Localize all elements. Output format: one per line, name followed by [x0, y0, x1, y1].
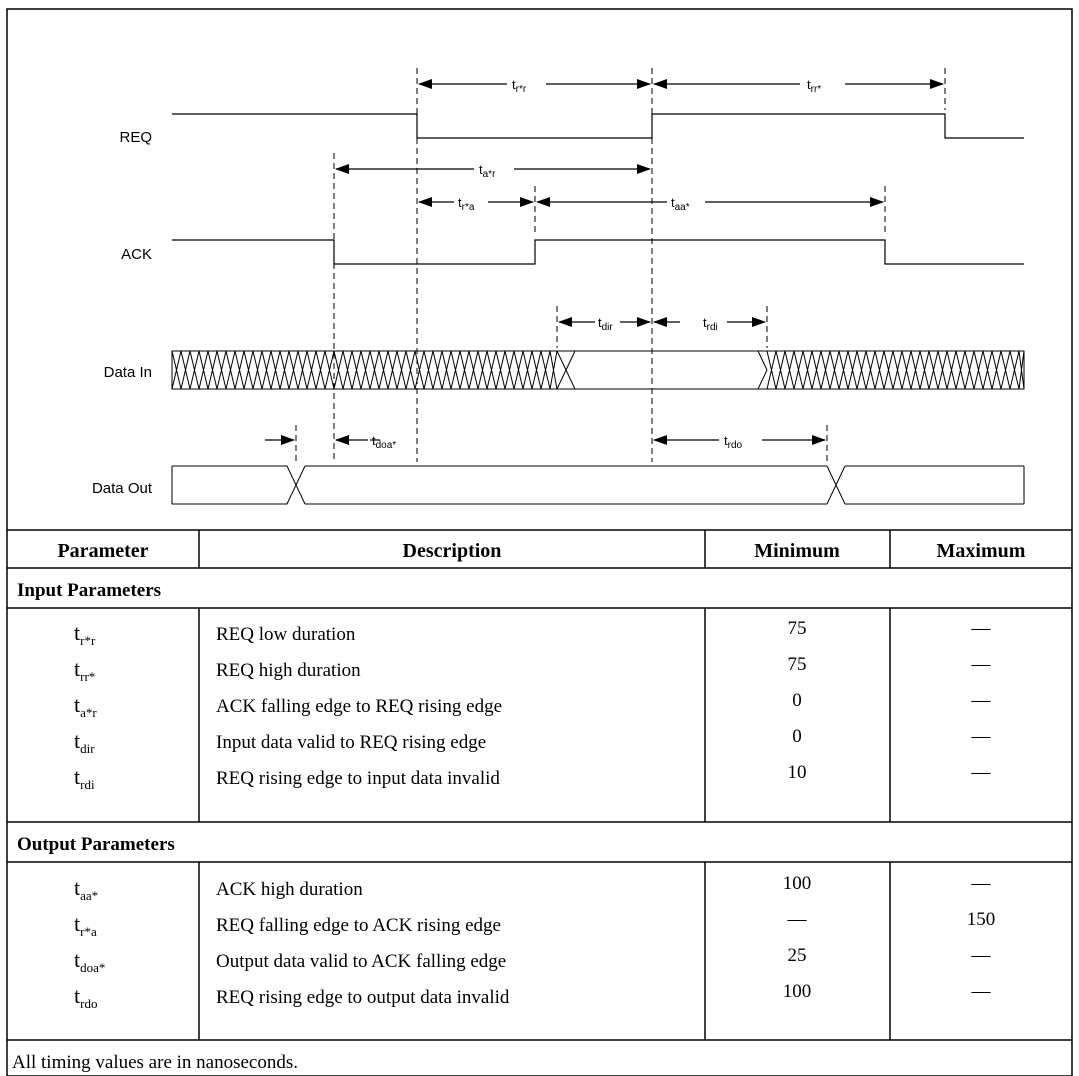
param-maximum: —: [971, 690, 992, 711]
req-waveform: [172, 114, 1024, 138]
param-description: REQ low duration: [216, 624, 356, 645]
param-symbol: taa*: [74, 875, 98, 903]
param-maximum: —: [971, 618, 992, 639]
param-maximum: —: [971, 945, 992, 966]
param-minimum: —: [787, 909, 808, 930]
param-minimum: 75: [788, 654, 807, 675]
signal-label-data-in: Data In: [104, 364, 152, 381]
param-minimum: 10: [788, 762, 807, 783]
data-in-bus: [172, 351, 1024, 389]
timing-label-trdi: trdi: [703, 315, 718, 333]
timing-label-tdoa-star: tdoa*: [372, 433, 396, 451]
param-description: REQ rising edge to output data invalid: [216, 987, 510, 1008]
section-title-input: Input Parameters: [17, 580, 161, 601]
param-symbol: ta*r: [74, 692, 97, 720]
param-description: Input data valid to REQ rising edge: [216, 732, 486, 753]
param-symbol: tdoa*: [74, 947, 105, 975]
param-maximum: —: [971, 873, 992, 894]
param-minimum: 100: [783, 873, 812, 894]
param-maximum: 150: [967, 909, 996, 930]
reference-lines: [296, 68, 945, 462]
timing-label-tr-star-a: tr*a: [458, 195, 475, 213]
data-out-bus: [172, 466, 1024, 504]
timing-label-ta-star-r: ta*r: [479, 162, 496, 180]
timing-label-taa-star: taa*: [671, 195, 690, 213]
param-description: REQ falling edge to ACK rising edge: [216, 915, 501, 936]
header-minimum: Minimum: [754, 540, 840, 562]
param-symbol: tr*r: [74, 620, 96, 648]
param-symbol: tdir: [74, 728, 95, 756]
timing-label-trr-star: trr*: [807, 77, 821, 95]
param-minimum: 0: [792, 726, 802, 747]
ack-waveform: [172, 240, 1024, 264]
param-description: ACK falling edge to REQ rising edge: [216, 696, 502, 717]
parameter-table: [7, 530, 1072, 1040]
param-maximum: —: [971, 726, 992, 747]
param-maximum: —: [971, 981, 992, 1002]
param-description: REQ high duration: [216, 660, 361, 681]
param-symbol: tr*a: [74, 911, 97, 939]
signal-label-data-out: Data Out: [92, 480, 153, 497]
header-maximum: Maximum: [937, 540, 1026, 562]
param-minimum: 0: [792, 690, 802, 711]
param-maximum: —: [971, 762, 992, 783]
timing-label-tr-star-r: tr*r: [512, 77, 527, 95]
param-minimum: 75: [788, 618, 807, 639]
timing-label-trdo: trdo: [724, 433, 743, 451]
section-title-output: Output Parameters: [17, 834, 175, 855]
timing-label-tdir: tdir: [598, 315, 613, 333]
param-description: REQ rising edge to input data invalid: [216, 768, 500, 789]
param-symbol: trdi: [74, 764, 95, 792]
param-symbol: trr*: [74, 656, 95, 684]
footnote: All timing values are in nanoseconds.: [12, 1052, 298, 1073]
signal-label-req: REQ: [119, 129, 152, 146]
header-description: Description: [403, 540, 502, 562]
param-description: Output data valid to ACK falling edge: [216, 951, 506, 972]
param-maximum: —: [971, 654, 992, 675]
param-minimum: 25: [788, 945, 807, 966]
signal-label-ack: ACK: [121, 246, 152, 263]
header-parameter: Parameter: [57, 540, 148, 562]
param-minimum: 100: [783, 981, 812, 1002]
param-description: ACK high duration: [216, 879, 363, 900]
param-symbol: trdo: [74, 983, 97, 1011]
